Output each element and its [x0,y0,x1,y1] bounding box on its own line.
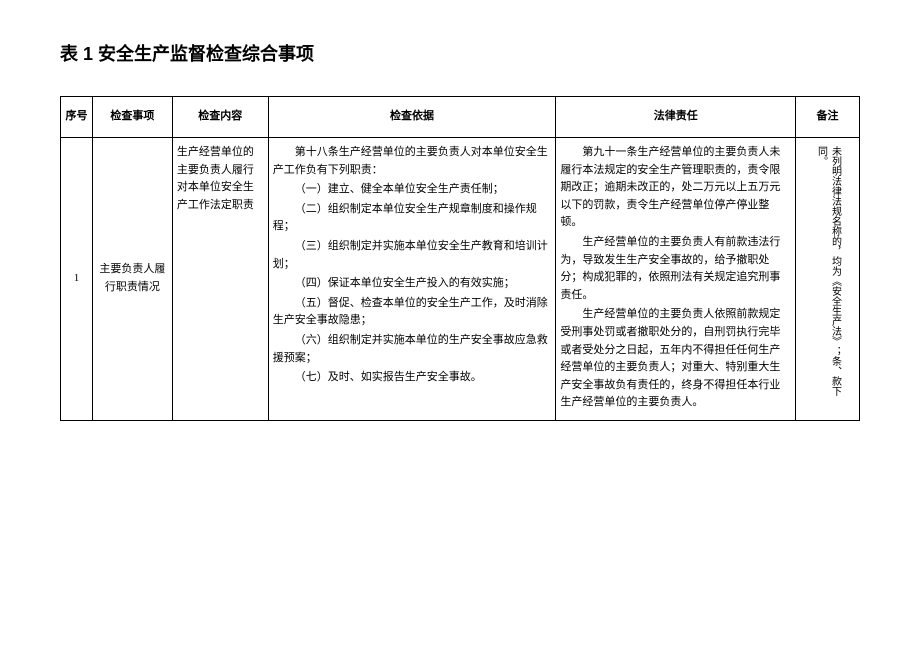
law-line: 生产经营单位的主要负责人依照前款规定受刑事处罚或者撤职处分的，自刑罚执行完毕或者… [560,306,791,412]
col-header-basis: 检查依据 [268,97,556,138]
cell-item: 主要负责人履行职责情况 [92,138,172,421]
cell-seq: 1 [61,138,93,421]
cell-law: 第九十一条生产经营单位的主要负责人未履行本法规定的安全生产管理职责的，责令限期改… [556,138,796,421]
table-row: 1 主要负责人履行职责情况 生产经营单位的主要负责人履行对本单位安全生产工作法定… [61,138,860,421]
col-header-content: 检查内容 [172,97,268,138]
inspection-table: 序号 检查事项 检查内容 检查依据 法律责任 备注 1 主要负责人履行职责情况 … [60,96,860,421]
basis-line: （六）组织制定并实施本单位的生产安全事故应急救援预案； [273,332,552,367]
law-line: 第九十一条生产经营单位的主要负责人未履行本法规定的安全生产管理职责的，责令限期改… [560,144,791,232]
basis-line: （三）组织制定并实施本单位安全生产教育和培训计划； [273,238,552,273]
cell-basis: 第十八条生产经营单位的主要负责人对本单位安全生产工作负有下列职责： （一）建立、… [268,138,556,421]
col-header-law: 法律责任 [556,97,796,138]
col-header-note: 备注 [796,97,860,138]
basis-line: （四）保证本单位安全生产投入的有效实施； [273,275,552,293]
table-header-row: 序号 检查事项 检查内容 检查依据 法律责任 备注 [61,97,860,138]
basis-line: （七）及时、如实报告生产安全事故。 [273,369,552,387]
basis-line: （二）组织制定本单位安全生产规章制度和操作规程； [273,201,552,236]
basis-line: （一）建立、健全本单位安全生产责任制； [273,181,552,199]
basis-line: 第十八条生产经营单位的主要负责人对本单位安全生产工作负有下列职责： [273,144,552,179]
page-title: 表 1 安全生产监督检查综合事项 [60,40,860,66]
cell-note: 未列明法律法规名称的，均为《安全生产法》；条、款下同。 [796,138,860,421]
cell-content: 生产经营单位的主要负责人履行对本单位安全生产工作法定职责 [172,138,268,421]
col-header-seq: 序号 [61,97,93,138]
col-header-item: 检查事项 [92,97,172,138]
law-line: 生产经营单位的主要负责人有前款违法行为，导致发生生产安全事故的，给予撤职处分；构… [560,234,791,304]
note-vertical-text: 未列明法律法规名称的，均为《安全生产法》；条、款下同。 [814,146,842,406]
basis-line: （五）督促、检查本单位的安全生产工作，及时消除生产安全事故隐患； [273,295,552,330]
